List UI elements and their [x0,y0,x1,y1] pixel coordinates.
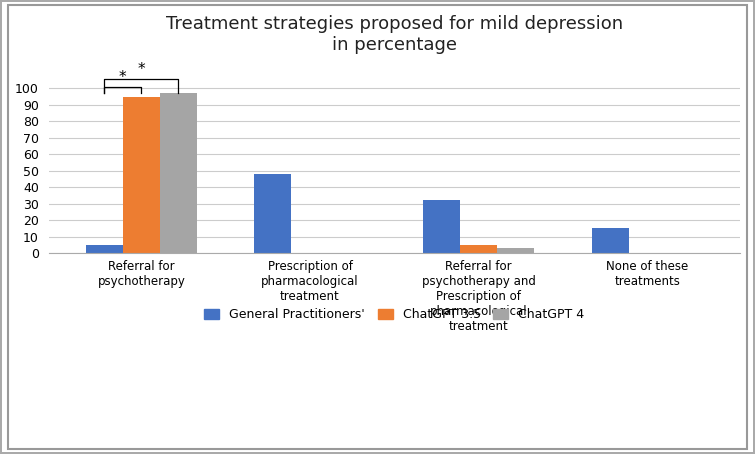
Legend: General Practitioners', ChatGPT 3.5, ChatGPT 4: General Practitioners', ChatGPT 3.5, Cha… [199,303,590,326]
Bar [254,174,291,253]
Text: *: * [119,70,127,85]
Title: Treatment strategies proposed for mild depression
in percentage: Treatment strategies proposed for mild d… [166,15,623,54]
Bar [86,245,123,253]
Bar [423,200,460,253]
Text: *: * [137,62,145,77]
Bar [160,94,197,253]
Bar [123,97,160,253]
Bar [460,245,497,253]
Bar [497,248,535,253]
Bar [592,228,629,253]
